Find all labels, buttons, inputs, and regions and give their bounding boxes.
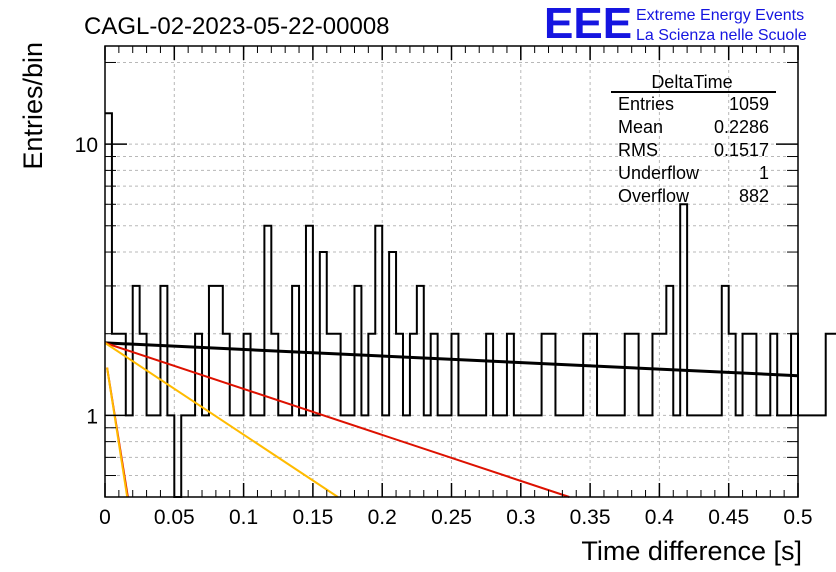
stats-label: Mean	[618, 117, 663, 137]
stats-title: DeltaTime	[651, 72, 732, 92]
histogram	[105, 112, 836, 498]
x-tick-label: 0.5	[783, 506, 812, 529]
histogram-outline	[105, 112, 836, 498]
x-tick-label: 0.35	[570, 506, 611, 529]
y-tick-label: 1	[86, 405, 98, 428]
logo-line-2: La Scienza nelle Scuole	[636, 27, 807, 44]
fit-line	[104, 342, 339, 498]
y-axis-label: Entries/bin	[18, 42, 48, 170]
stats-label: Entries	[618, 94, 674, 114]
x-tick-label: 0.25	[431, 506, 472, 529]
x-tick-label: 0.1	[229, 506, 258, 529]
fit-line	[106, 367, 129, 498]
y-tick-label: 10	[75, 134, 98, 157]
stats-row: Overflow 882	[618, 186, 769, 206]
logo: EEE Extreme Energy Events La Scienza nel…	[544, 0, 807, 48]
stats-row: RMS 0.1517	[618, 140, 769, 160]
x-tick-label: 0.4	[645, 506, 675, 529]
stats-box: DeltaTime Entries 1059 Mean 0.2286 RMS 0…	[611, 72, 776, 206]
stats-label: RMS	[618, 140, 658, 160]
stats-value: 882	[739, 186, 769, 206]
axes: 0 0.05 0.1 0.15 0.2 0.25 0.3 0.35 0.4 0.45 0.5 1 10	[75, 45, 813, 529]
stats-label: Underflow	[618, 163, 700, 183]
stats-value: 1059	[729, 94, 769, 114]
x-tick-label: 0.15	[292, 506, 333, 529]
stats-value: 0.2286	[714, 117, 769, 137]
fit-line	[104, 341, 799, 378]
stats-value: 1	[759, 163, 769, 183]
stats-row: Mean 0.2286	[618, 117, 769, 137]
x-tick-label: 0.45	[708, 506, 749, 529]
x-tick-label: 0.2	[368, 506, 397, 529]
grid	[105, 46, 798, 497]
fit-line	[104, 341, 570, 498]
x-axis-label: Time difference [s]	[581, 536, 802, 566]
chart-title: CAGL-02-2023-05-22-00008	[84, 13, 390, 40]
logo-line-1: Extreme Energy Events	[636, 7, 804, 24]
x-tick-label: 0	[99, 506, 111, 529]
stats-value: 0.1517	[714, 140, 769, 160]
fit-lines	[104, 341, 799, 498]
stats-row: Entries 1059	[618, 94, 769, 114]
stats-label: Overflow	[618, 186, 690, 206]
logo-eee: EEE	[544, 0, 632, 48]
x-tick-label: 0.05	[154, 506, 195, 529]
stats-row: Underflow 1	[618, 163, 769, 183]
x-tick-label: 0.3	[506, 506, 535, 529]
